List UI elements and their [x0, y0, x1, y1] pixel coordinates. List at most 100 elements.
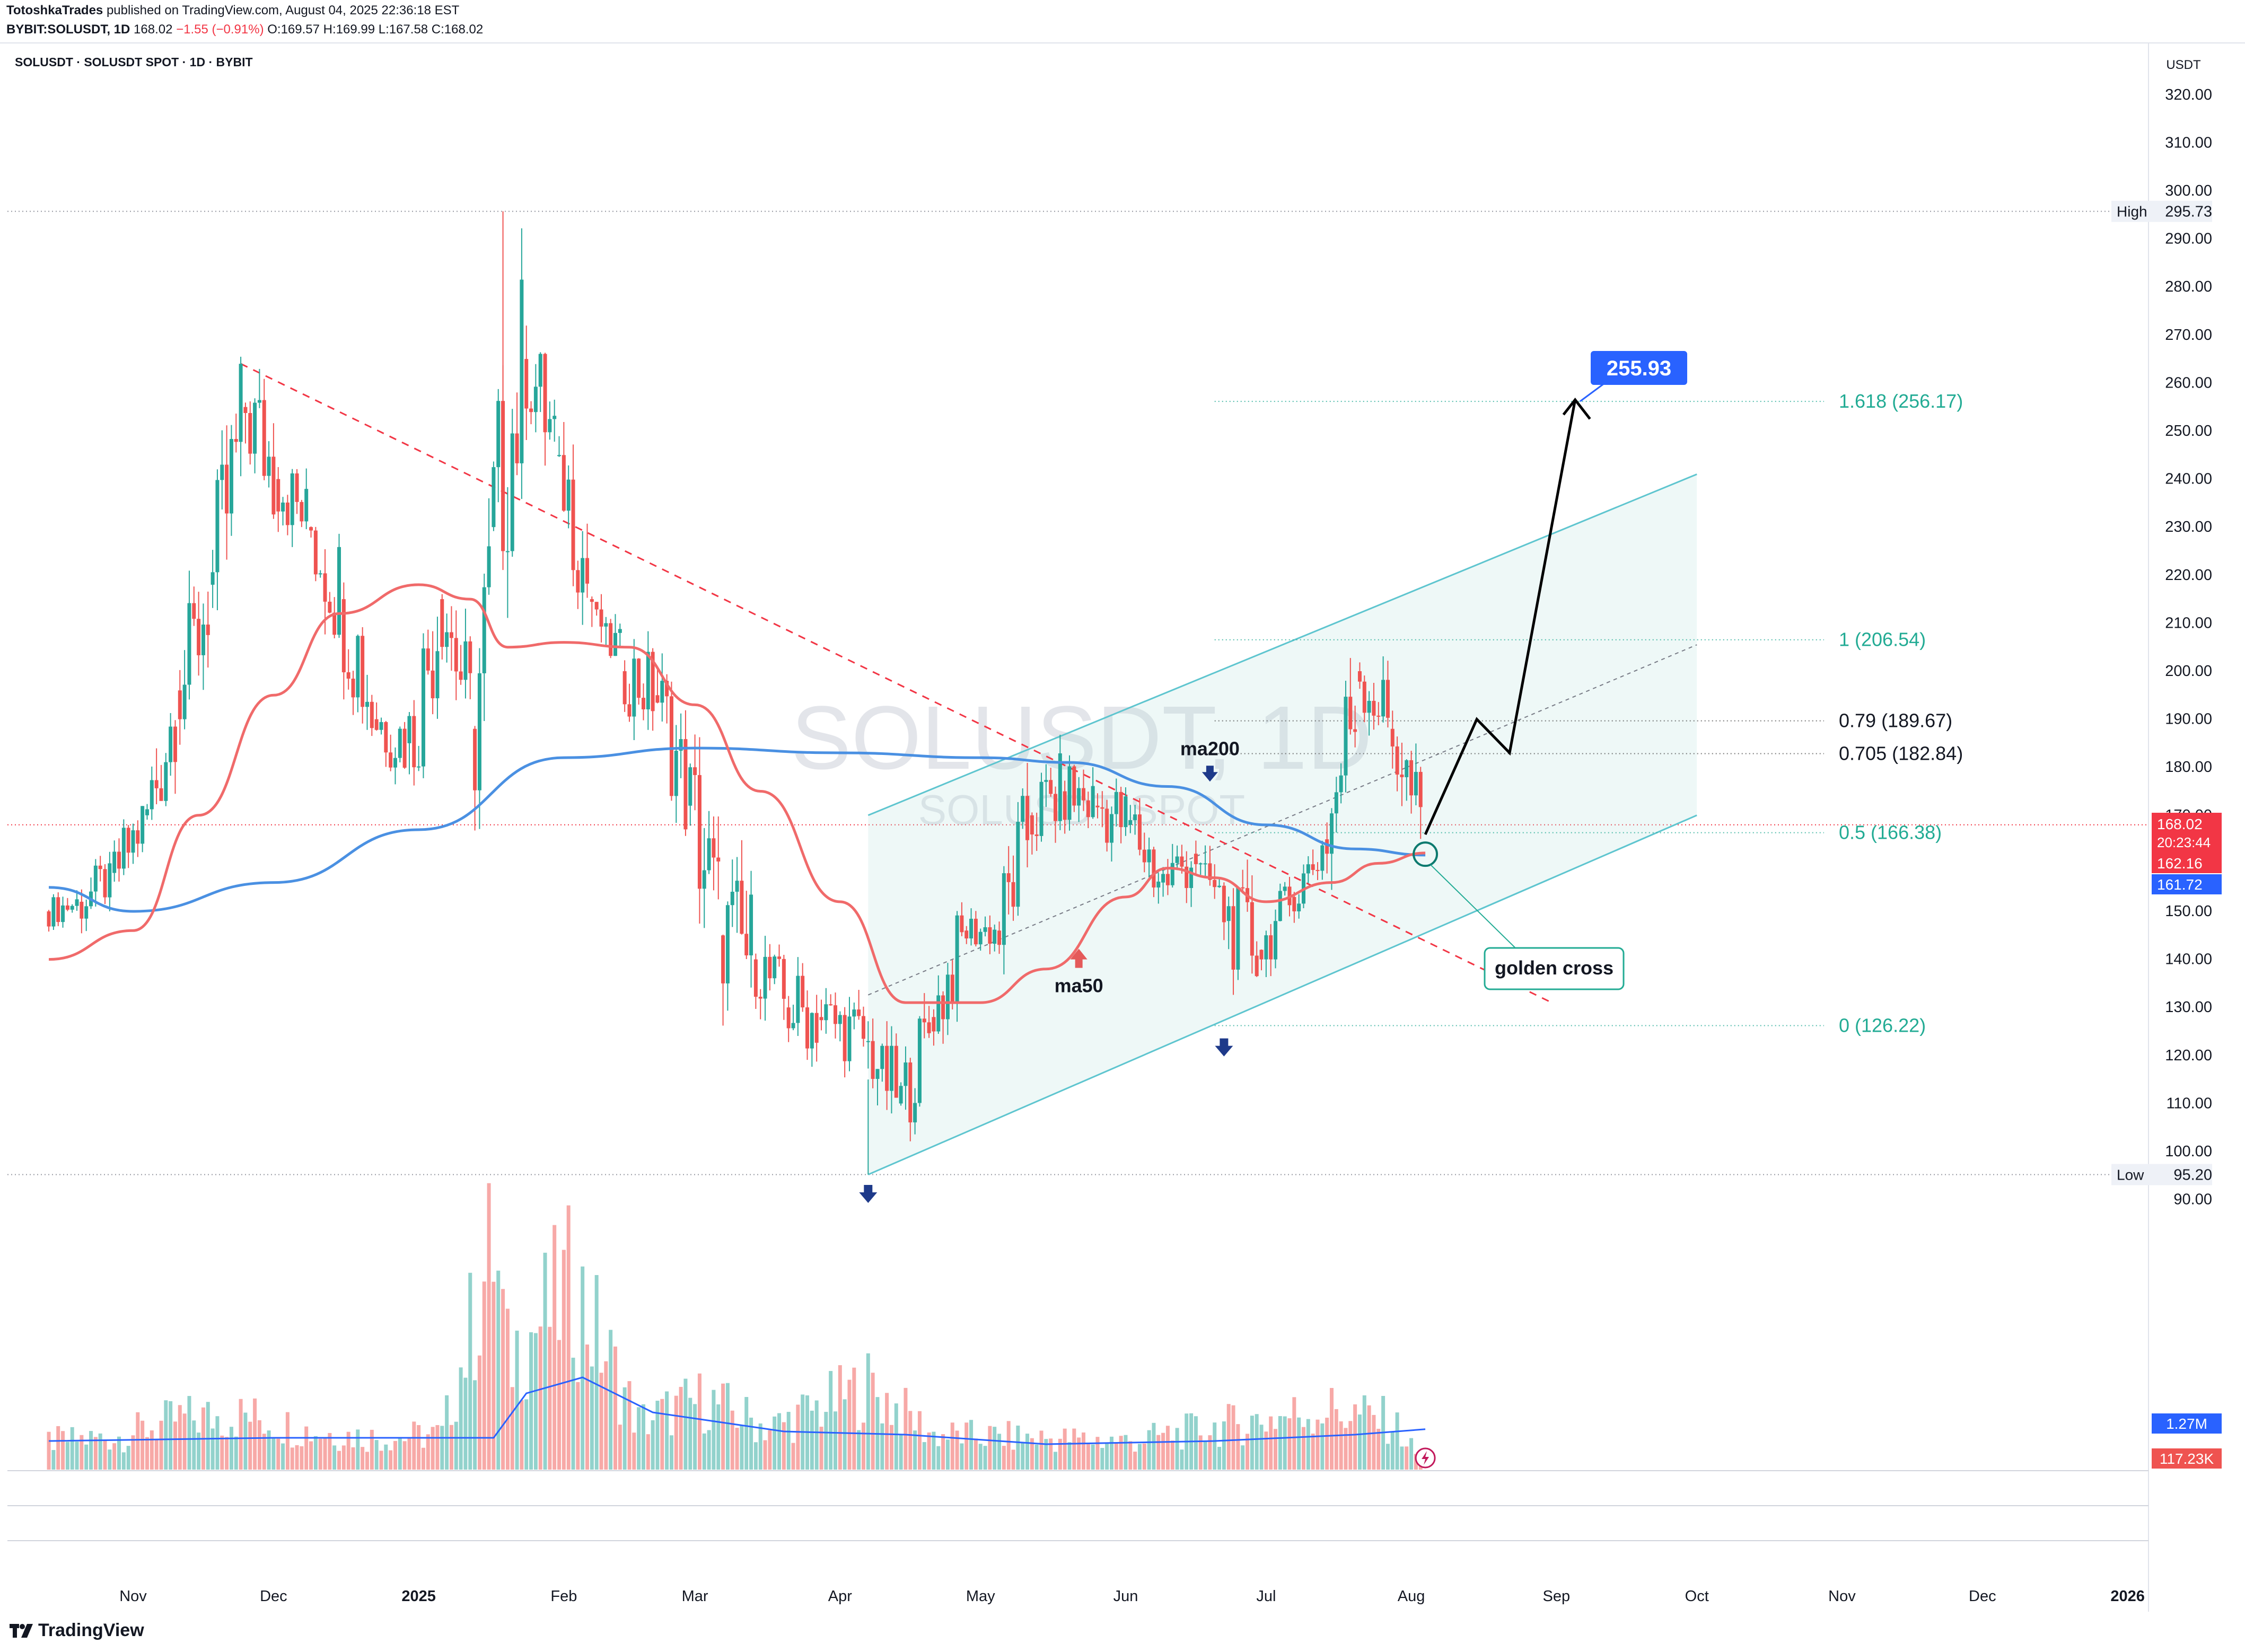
candle-body [941, 995, 945, 1020]
candle-body [955, 915, 959, 1002]
candle-body [56, 897, 60, 922]
y-tick-label: 120.00 [2165, 1047, 2212, 1064]
candle-body [178, 690, 182, 719]
candle-body [121, 828, 126, 869]
volume-bar [1287, 1418, 1292, 1470]
candle-body [243, 407, 248, 414]
candle-body [777, 956, 782, 959]
y-tick-label: 150.00 [2165, 903, 2212, 920]
volume-bar [1334, 1409, 1338, 1470]
y-tick-label: 300.00 [2165, 182, 2212, 199]
volume-bar [271, 1437, 276, 1470]
volume-ma-line [49, 1376, 1426, 1445]
volume-bar [1292, 1397, 1296, 1470]
candle-body [988, 927, 992, 944]
candle-body [1016, 822, 1020, 907]
candle-body [1142, 849, 1146, 863]
candle-body [150, 780, 154, 810]
x-tick-label: Sep [1543, 1588, 1571, 1605]
candle-body [351, 679, 355, 698]
candle-body [1259, 950, 1264, 960]
candle-body [84, 906, 89, 919]
tradingview-logo[interactable]: TradingView [10, 1620, 144, 1641]
volume-bar [861, 1422, 865, 1470]
volume-bar [449, 1425, 453, 1470]
volume-bar [1208, 1435, 1212, 1470]
fib-label: 0 (126.22) [1839, 1014, 1926, 1036]
volume-bar [1278, 1416, 1282, 1470]
projection-arrowhead [1562, 398, 1591, 420]
volume-bar [70, 1427, 74, 1470]
volume-bar [1054, 1452, 1058, 1470]
candle-body [276, 479, 280, 512]
volume-bar [1152, 1422, 1156, 1470]
candle-body [1100, 807, 1104, 809]
candle-body [1137, 814, 1142, 850]
volume-bar [1217, 1447, 1222, 1470]
volume-bar [978, 1444, 983, 1470]
volume-bar [1222, 1421, 1226, 1470]
volume-bar [908, 1411, 913, 1470]
candle-body [683, 739, 688, 830]
volume-bar [702, 1433, 706, 1470]
volume-bar [838, 1365, 842, 1470]
candle-body [318, 573, 322, 575]
price-chart[interactable]: SOLUSDT, 1DSOLUSDT SPOTUSDT90.00100.0011… [0, 0, 2245, 1612]
volume-bar [819, 1427, 823, 1470]
volume-bar [248, 1421, 252, 1470]
candle-body [229, 439, 233, 514]
candle-body [65, 905, 69, 910]
candle-body [197, 619, 201, 655]
candle-body [220, 464, 224, 480]
candle-body [389, 752, 393, 768]
candle-body [1124, 796, 1128, 828]
candle-body [365, 701, 369, 707]
candle-body [477, 673, 481, 790]
candle-body [1021, 796, 1025, 822]
volume-bar [590, 1366, 594, 1470]
candle-body [182, 684, 187, 719]
candle-body [1217, 885, 1222, 887]
symbol-description: SOLUSDT · SOLUSDT SPOT · 1D · BYBIT [15, 55, 253, 69]
volume-bar [220, 1435, 224, 1470]
y-tick-label: 290.00 [2165, 231, 2212, 248]
volume-bar [211, 1428, 215, 1470]
volume-bar [585, 1345, 590, 1470]
candle-body [932, 1017, 936, 1032]
volume-bar [927, 1432, 931, 1470]
volume-bar [121, 1452, 126, 1470]
volume-bar [646, 1434, 650, 1470]
high-marker: High 295.73 [2111, 200, 2212, 222]
candle-body [1316, 869, 1320, 871]
fib-label: 0.79 (189.67) [1839, 710, 1952, 732]
candle-body [622, 671, 627, 705]
volume-bar [206, 1402, 210, 1470]
candle-body [1264, 935, 1268, 960]
volume-bar [945, 1439, 950, 1470]
currency-label: USDT [2166, 58, 2201, 72]
publisher-name[interactable]: TotoshkaTrades [6, 3, 103, 17]
candle-body [697, 775, 701, 889]
volume-bar [351, 1447, 355, 1470]
volume-bar [744, 1396, 749, 1470]
volume-bar [553, 1225, 557, 1470]
candle-body [496, 401, 501, 468]
candle-body [1180, 856, 1184, 867]
candle-body [323, 573, 327, 602]
volume-bar [753, 1442, 758, 1470]
candle-body [505, 551, 510, 552]
y-tick-label: 310.00 [2165, 134, 2212, 151]
volume-bar [1316, 1419, 1320, 1470]
last-price: 168.02 [134, 22, 173, 37]
candle-body [103, 869, 107, 898]
volume-bar [1198, 1435, 1203, 1470]
x-tick-label: Jun [1113, 1588, 1138, 1605]
candle-body [1362, 681, 1366, 713]
candle-body [838, 1015, 842, 1024]
volume-bar [651, 1420, 655, 1470]
candle-body [300, 502, 304, 522]
volume-bar [80, 1435, 84, 1470]
ma200-arrow-icon [1202, 766, 1218, 782]
candle-body [557, 455, 562, 456]
volume-bar [1161, 1433, 1165, 1470]
